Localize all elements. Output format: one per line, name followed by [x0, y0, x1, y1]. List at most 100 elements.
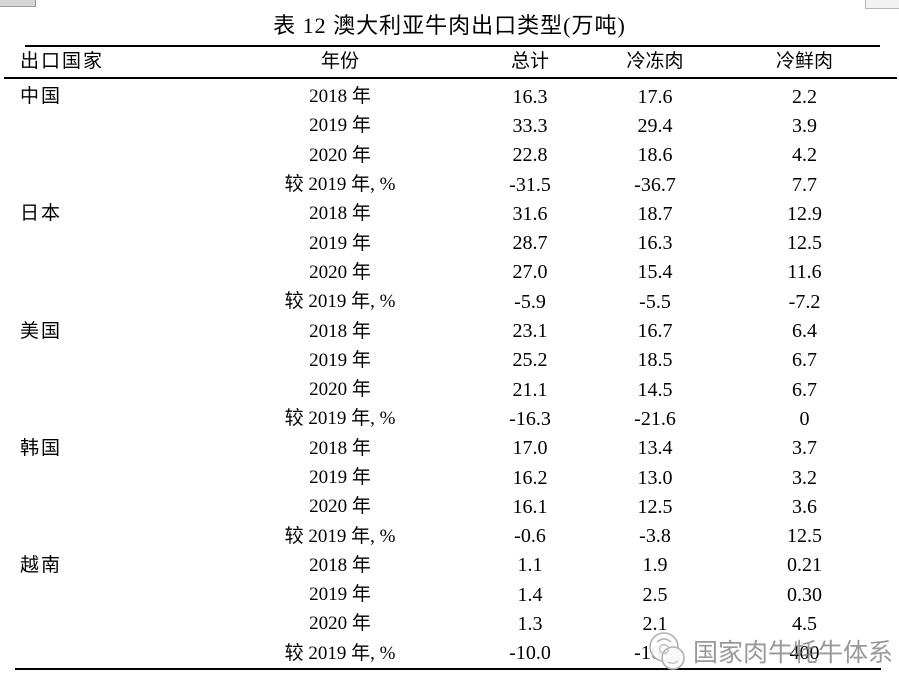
column-header-chilled: 冷鲜肉	[775, 51, 833, 72]
year-cell: 较 2019 年, %	[284, 291, 396, 313]
frozen-cell: 16.3	[637, 232, 673, 255]
chilled-cell: 7.7	[792, 173, 817, 196]
table-row: 2019 年 16.2 13.0 3.2	[0, 463, 899, 492]
table-row: 2020 年 27.0 15.4 11.6	[0, 258, 899, 287]
column-header-year: 年份	[320, 51, 359, 72]
total-cell: -16.3	[509, 407, 551, 430]
table-title: 表 12 澳大利亚牛肉出口类型(万吨)	[273, 13, 626, 38]
table-row: 2020 年 16.1 12.5 3.6	[0, 492, 899, 521]
chilled-cell: 6.7	[792, 349, 817, 372]
year-cell: 2019 年	[309, 584, 371, 606]
total-cell: 1.3	[517, 612, 543, 635]
table-row: 较 2019 年, % -16.3 -21.6 0	[0, 404, 899, 433]
table-row: 韩国 2018 年 17.0 13.4 3.7	[0, 434, 899, 463]
year-cell: 较 2019 年, %	[284, 174, 396, 196]
year-cell: 2018 年	[309, 86, 371, 108]
watermark-text: 国家肉牛牦牛体系	[693, 639, 894, 667]
frozen-cell: 14.5	[637, 378, 673, 401]
year-cell: 较 2019 年, %	[284, 408, 396, 430]
chilled-cell: 6.7	[792, 378, 817, 401]
chilled-cell: 4.5	[792, 612, 817, 635]
table-row: 美国 2018 年 23.1 16.7 6.4	[0, 316, 899, 345]
year-cell: 2018 年	[309, 320, 371, 342]
frozen-cell: 15.4	[637, 261, 673, 284]
chilled-cell: 6.4	[792, 320, 817, 343]
year-cell: 2019 年	[309, 232, 371, 254]
country-cell: 日本	[20, 203, 63, 225]
chilled-cell: 3.9	[792, 114, 817, 137]
total-cell: -0.6	[514, 525, 546, 548]
chilled-cell: 4.2	[792, 144, 817, 167]
chilled-cell: 3.6	[792, 495, 817, 518]
chilled-cell: 3.2	[792, 466, 817, 489]
table-top-rule	[25, 45, 880, 47]
frozen-cell: -5.5	[639, 290, 671, 313]
year-cell: 2018 年	[309, 554, 371, 576]
column-header-country: 出口国家	[20, 51, 105, 72]
country-cell: 中国	[20, 86, 63, 108]
column-header-total: 总计	[510, 51, 549, 72]
chilled-cell: 0	[799, 407, 810, 430]
total-cell: -10.0	[509, 642, 551, 665]
table-row: 较 2019 年, % -31.5 -36.7 7.7	[0, 170, 899, 199]
frozen-cell: 2.1	[642, 612, 668, 635]
country-cell: 越南	[20, 554, 63, 576]
country-cell: 美国	[20, 320, 63, 342]
year-cell: 较 2019 年, %	[284, 642, 396, 664]
frozen-cell: 18.6	[637, 144, 673, 167]
chilled-cell: 0.21	[787, 554, 822, 577]
total-cell: 16.3	[512, 85, 548, 108]
chilled-cell: 0.30	[787, 583, 822, 606]
table-bottom-rule	[15, 668, 881, 670]
screen-edge-artifact-top-left	[0, 0, 36, 7]
total-cell: 16.1	[512, 495, 548, 518]
table-row: 2019 年 25.2 18.5 6.7	[0, 346, 899, 375]
total-cell: 21.1	[512, 378, 548, 401]
table-row: 2019 年 28.7 16.3 12.5	[0, 228, 899, 257]
table-row: 日本 2018 年 31.6 18.7 12.9	[0, 199, 899, 228]
total-cell: 28.7	[512, 232, 548, 255]
country-cell: 韩国	[20, 437, 63, 459]
total-cell: 33.3	[512, 114, 548, 137]
chilled-cell: 12.9	[787, 202, 822, 225]
year-cell: 2020 年	[309, 379, 371, 401]
chilled-cell: 12.5	[787, 525, 822, 548]
frozen-cell: 18.7	[637, 202, 673, 225]
frozen-cell: 1.9	[642, 554, 668, 577]
year-cell: 2020 年	[309, 261, 371, 283]
table-row: 较 2019 年, % -10.0 -16.0 400	[0, 639, 899, 668]
total-cell: 27.0	[512, 261, 548, 284]
table-row: 2019 年 33.3 29.4 3.9	[0, 111, 899, 140]
total-cell: 17.0	[512, 437, 548, 460]
total-cell: 23.1	[512, 320, 548, 343]
table-header-rule	[4, 77, 897, 79]
frozen-cell: 12.5	[637, 495, 673, 518]
year-cell: 2020 年	[309, 613, 371, 635]
table-row: 越南 2018 年 1.1 1.9 0.21	[0, 551, 899, 580]
chilled-cell: 2.2	[792, 85, 817, 108]
chilled-cell: 400	[789, 642, 820, 665]
table-row: 较 2019 年, % -0.6 -3.8 12.5	[0, 521, 899, 550]
frozen-cell: 16.7	[637, 320, 673, 343]
table-body: 中国 2018 年 16.3 17.6 2.2 2019 年 33.3 29.4…	[0, 82, 899, 668]
frozen-cell: 2.5	[642, 583, 668, 606]
total-cell: -5.9	[514, 290, 546, 313]
total-cell: 1.1	[517, 554, 543, 577]
year-cell: 2020 年	[309, 496, 371, 518]
table-row: 2019 年 1.4 2.5 0.30	[0, 580, 899, 609]
chilled-cell: 3.7	[792, 437, 817, 460]
table-row: 较 2019 年, % -5.9 -5.5 -7.2	[0, 287, 899, 316]
table-row: 2020 年 21.1 14.5 6.7	[0, 375, 899, 404]
frozen-cell: 13.0	[637, 466, 673, 489]
frozen-cell: -21.6	[634, 407, 676, 430]
watermark-logo-icon	[644, 628, 690, 674]
table-row: 中国 2018 年 16.3 17.6 2.2	[0, 82, 899, 111]
year-cell: 2020 年	[309, 144, 371, 166]
chilled-cell: 12.5	[787, 232, 822, 255]
year-cell: 较 2019 年, %	[284, 525, 396, 547]
column-header-frozen: 冷冻肉	[626, 51, 684, 72]
table-header-row: 出口国家 年份 总计 冷冻肉 冷鲜肉	[0, 46, 899, 77]
total-cell: -31.5	[509, 173, 551, 196]
frozen-cell: -36.7	[634, 173, 676, 196]
